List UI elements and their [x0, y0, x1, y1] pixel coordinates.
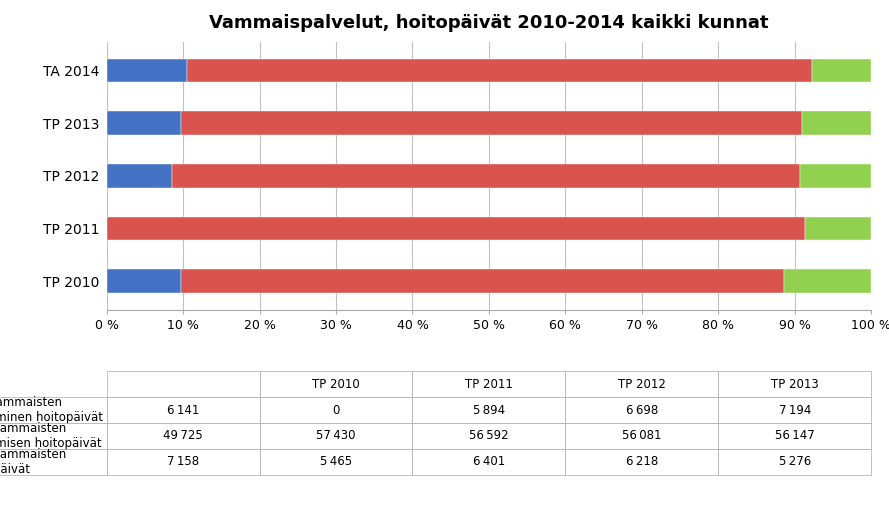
- Bar: [813, 59, 871, 82]
- Bar: [805, 216, 871, 240]
- Bar: [802, 111, 871, 135]
- Bar: [107, 111, 180, 135]
- Bar: [800, 164, 871, 188]
- Title: Vammaispalvelut, hoitopäivät 2010-2014 kaikki kunnat: Vammaispalvelut, hoitopäivät 2010-2014 k…: [209, 14, 769, 32]
- Bar: [187, 59, 813, 82]
- Bar: [107, 269, 181, 293]
- Bar: [172, 164, 800, 188]
- Bar: [180, 111, 802, 135]
- Bar: [107, 216, 805, 240]
- Bar: [181, 269, 784, 293]
- Bar: [784, 269, 871, 293]
- Bar: [107, 164, 172, 188]
- Bar: [107, 59, 187, 82]
